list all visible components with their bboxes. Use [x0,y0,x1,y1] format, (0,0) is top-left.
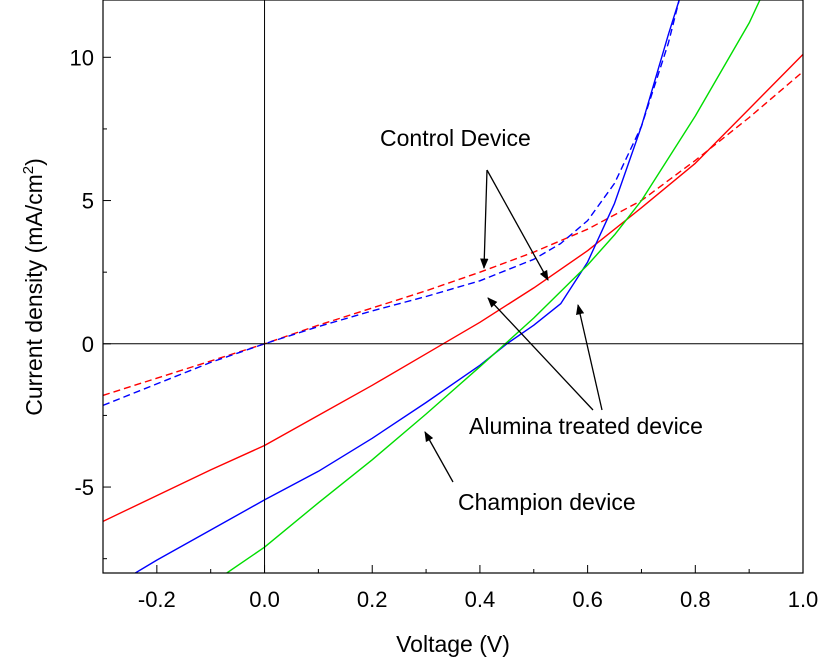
arrow-control-to-red-dashed [480,169,489,270]
zero-lines [103,0,803,573]
series-line-2 [103,71,803,397]
x-tick-label: 0.0 [249,587,280,612]
tick-layer: -0.2 0.0 0.2 0.4 0.6 0.8 1.0 -5 0 5 10 [70,45,819,612]
series-line-5 [226,0,761,573]
x-tick-label: 0.8 [680,587,711,612]
y-tick-label: 5 [82,189,94,214]
series-line-4 [103,0,680,407]
y-axis-title-close: ) [21,158,47,166]
y-axis-title: Current density (mA/cm2) [20,158,47,416]
arrow-alumina-to-blue-dashed [487,297,594,411]
annotation-champion-device: Champion device [458,489,636,515]
arrow-alumina-to-blue-solid [576,303,603,411]
x-tick-label: 1.0 [788,587,819,612]
series-line-3 [134,0,680,573]
y-tick-label: 10 [70,45,94,70]
plot-frame [102,0,804,574]
y-axis-title-sup: 2 [20,166,37,174]
series-layer [103,0,803,573]
arrow-champion-to-green [424,431,454,483]
series-line-1 [103,53,803,523]
x-tick-label: 0.2 [357,587,388,612]
y-tick-label: 0 [82,332,94,357]
arrow-control-to-red-solid [486,169,549,281]
x-tick-label: -0.2 [138,587,176,612]
y-axis-title-main: Current density (mA/cm [21,174,47,416]
y-tick-label: -5 [74,475,94,500]
annotation-control-device: Control Device [380,125,531,151]
annotation-alumina-treated-device: Alumina treated device [469,413,703,439]
x-tick-label: 0.4 [465,587,496,612]
x-axis-title: Voltage (V) [396,631,510,657]
x-tick-label: 0.6 [572,587,603,612]
